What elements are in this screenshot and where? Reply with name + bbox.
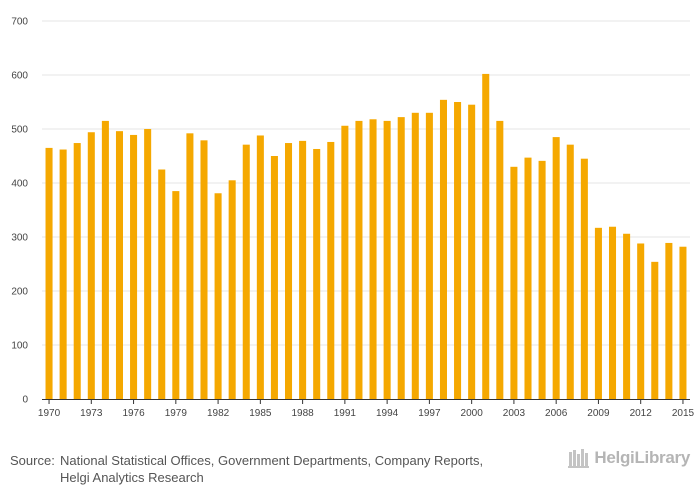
x-tick-label-1973: 1973 (80, 408, 103, 419)
x-tick-label-1970: 1970 (38, 408, 61, 419)
chart: 0 100 200 300 400 500 600 700 1970 1973 1976 1979 19… (11, 17, 694, 420)
bar-1981[interactable] (200, 140, 208, 399)
bar-series (45, 73, 687, 400)
x-tick-label-2009: 2009 (587, 408, 610, 419)
y-tick-label-600: 600 (11, 71, 28, 82)
x-tick-label-1997: 1997 (418, 408, 441, 419)
bar-2007[interactable] (566, 144, 574, 399)
x-tick-label-2012: 2012 (630, 408, 653, 419)
bar-1999[interactable] (454, 102, 462, 399)
bar-1997[interactable] (425, 112, 433, 400)
gridlines (42, 20, 690, 346)
bar-1994[interactable] (383, 120, 391, 400)
bar-1970[interactable] (45, 147, 53, 399)
bar-1978[interactable] (158, 169, 166, 400)
bar-2000[interactable] (468, 104, 476, 399)
bar-1986[interactable] (270, 156, 278, 399)
x-tick-label-1994: 1994 (376, 408, 399, 419)
bar-2002[interactable] (496, 120, 504, 400)
bar-2014[interactable] (665, 242, 673, 399)
bar-1984[interactable] (242, 144, 250, 399)
bar-2006[interactable] (552, 137, 560, 399)
bar-1985[interactable] (256, 135, 264, 400)
x-tick-label-1982: 1982 (207, 408, 230, 419)
x-tick-label-1979: 1979 (165, 408, 188, 419)
bar-1987[interactable] (285, 143, 293, 399)
x-tick-label-1976: 1976 (122, 408, 145, 419)
x-tick-label-2000: 2000 (461, 408, 484, 419)
y-tick-label-400: 400 (11, 179, 28, 190)
bar-2009[interactable] (594, 227, 602, 399)
y-tick-label-300: 300 (11, 233, 28, 244)
bar-1972[interactable] (73, 143, 81, 399)
x-tick-label-1991: 1991 (334, 408, 357, 419)
bar-1989[interactable] (313, 148, 321, 399)
x-tick-label-1985: 1985 (249, 408, 272, 419)
bar-1993[interactable] (369, 119, 377, 399)
bar-1992[interactable] (355, 120, 363, 400)
library-icon (568, 449, 590, 468)
source-text-line2: Helgi Analytics Research (60, 470, 204, 485)
bar-2004[interactable] (524, 157, 532, 399)
bar-2013[interactable] (651, 261, 659, 399)
x-tick-label-2003: 2003 (503, 408, 526, 419)
source-text-line1: National Statistical Offices, Government… (60, 453, 484, 468)
bar-1996[interactable] (411, 112, 419, 400)
bar-1995[interactable] (397, 117, 405, 400)
axes: 0 100 200 300 400 500 600 700 1970 1973 1976 1979 19… (11, 17, 694, 420)
bar-2005[interactable] (538, 160, 546, 399)
bar-1979[interactable] (172, 191, 180, 399)
bar-1988[interactable] (299, 140, 307, 399)
y-tick-label-200: 200 (11, 287, 28, 298)
bar-1982[interactable] (214, 193, 222, 399)
x-tick-label-2006: 2006 (545, 408, 568, 419)
bar-1980[interactable] (186, 133, 194, 399)
bar-1974[interactable] (101, 120, 109, 400)
source-label: Source: (10, 453, 55, 468)
bar-2001[interactable] (482, 73, 490, 400)
bar-2010[interactable] (609, 226, 617, 399)
bar-1998[interactable] (439, 99, 447, 399)
x-tick-label-1988: 1988 (291, 408, 314, 419)
y-tick-label-500: 500 (11, 125, 28, 136)
bar-1991[interactable] (341, 125, 349, 399)
source-note: Source: National Statistical Offices, Gov… (10, 452, 483, 486)
brand-name: HelgiLibrary (594, 448, 690, 467)
bar-2003[interactable] (510, 166, 518, 399)
bar-1990[interactable] (327, 141, 335, 399)
bar-2012[interactable] (637, 243, 645, 399)
helgilibrary-logo[interactable]: HelgiLibrary (568, 448, 690, 468)
x-tick-label-2015: 2015 (672, 408, 695, 419)
bar-1971[interactable] (59, 149, 67, 399)
bar-1976[interactable] (130, 134, 138, 399)
y-tick-label-100: 100 (11, 341, 28, 352)
bar-1973[interactable] (87, 132, 95, 400)
bar-2011[interactable] (623, 233, 631, 399)
bar-1975[interactable] (115, 131, 123, 399)
bar-1977[interactable] (144, 129, 152, 399)
bar-1983[interactable] (228, 180, 236, 399)
bar-2008[interactable] (580, 158, 588, 399)
y-tick-label-700: 700 (11, 17, 28, 28)
bar-2015[interactable] (679, 246, 687, 399)
y-tick-label-0: 0 (22, 395, 28, 406)
